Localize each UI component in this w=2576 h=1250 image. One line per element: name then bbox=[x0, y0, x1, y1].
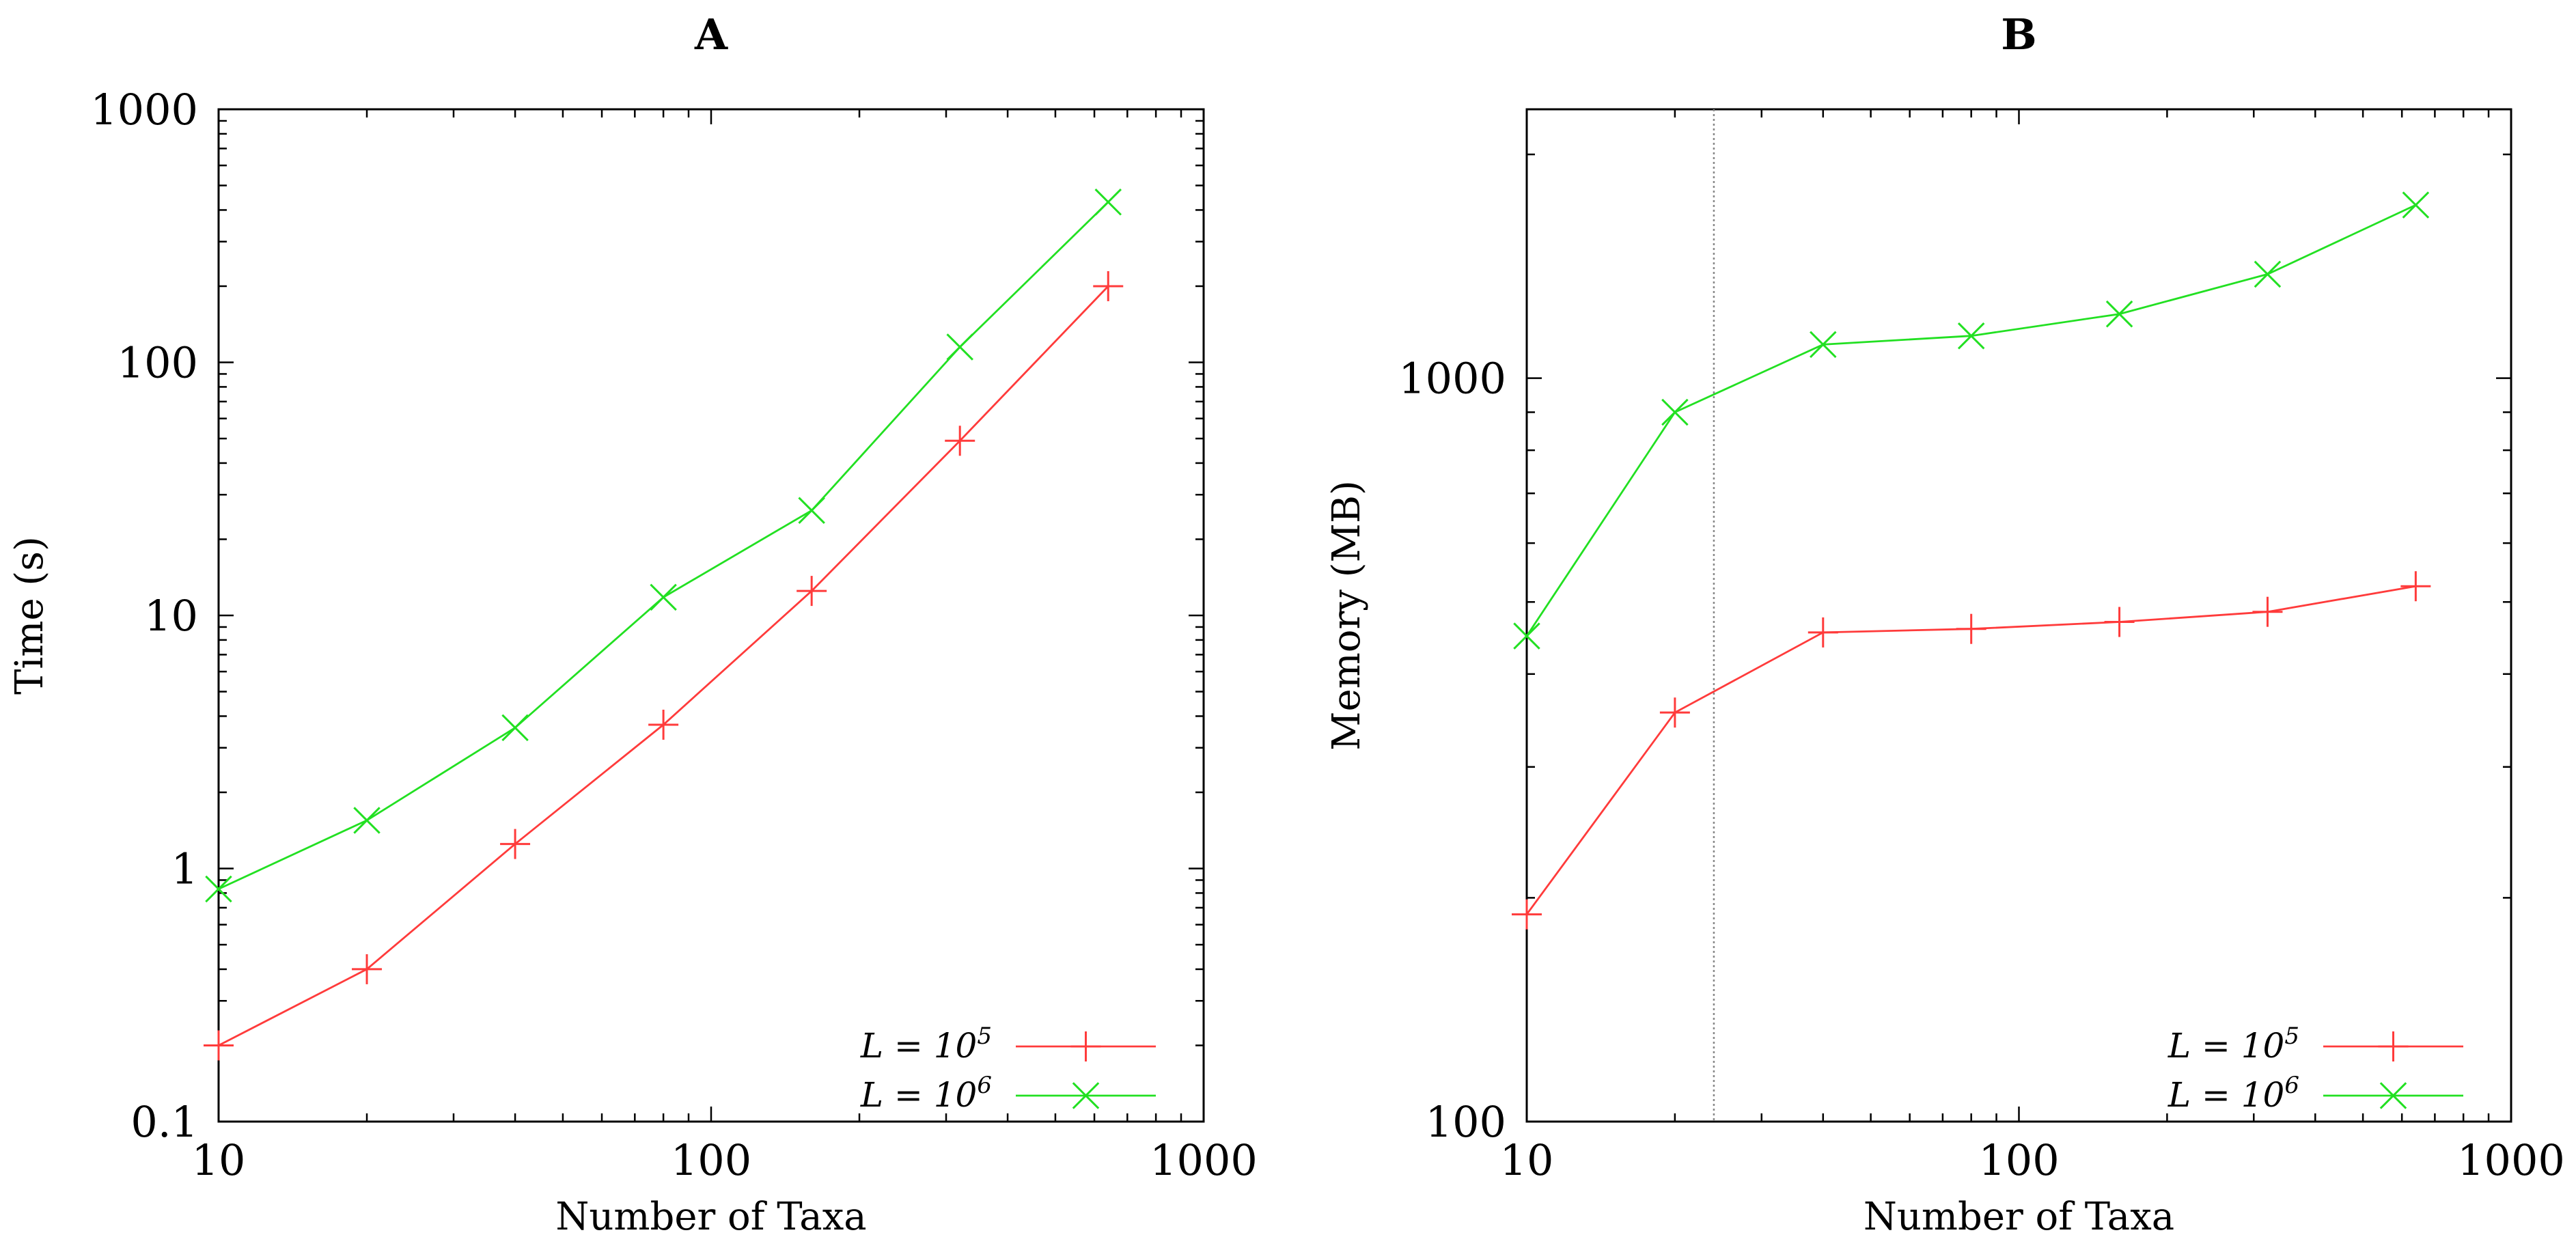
data-point bbox=[1512, 899, 1542, 930]
y-axis-label: Memory (MB) bbox=[1325, 480, 1369, 751]
data-point bbox=[650, 583, 677, 611]
data-point bbox=[1808, 617, 1838, 648]
panel-title: B bbox=[2001, 10, 2036, 59]
legend-label-exponent: 6 bbox=[977, 1072, 992, 1099]
data-point bbox=[352, 954, 383, 984]
data-point bbox=[500, 829, 531, 859]
cross-marker-b bbox=[205, 875, 232, 903]
legend-cross-marker-b bbox=[2379, 1082, 2407, 1109]
legend-label-base: L = 10 bbox=[2168, 1075, 2285, 1115]
y-tick-label: 100 bbox=[1426, 1097, 1506, 1147]
data-point bbox=[2252, 596, 2283, 627]
data-point bbox=[2105, 300, 2133, 328]
legend-label-base: L = 10 bbox=[860, 1026, 978, 1066]
x-tick-label: 1000 bbox=[1150, 1135, 1258, 1185]
y-tick-label: 100 bbox=[117, 338, 198, 388]
x-tick-label: 10 bbox=[1500, 1135, 1554, 1185]
x-tick-label: 100 bbox=[671, 1135, 751, 1185]
data-point bbox=[798, 497, 825, 525]
legend-label: L = 106 bbox=[860, 1072, 992, 1115]
data-point bbox=[1513, 622, 1540, 650]
data-point bbox=[2400, 571, 2431, 602]
data-point bbox=[1094, 189, 1122, 216]
y-tick-label: 1 bbox=[171, 844, 198, 894]
legend-label-exponent: 6 bbox=[2284, 1072, 2299, 1099]
data-point bbox=[2104, 607, 2135, 637]
cross-marker-b bbox=[2254, 260, 2282, 288]
data-point bbox=[501, 714, 529, 742]
x-axis-label: Number of Taxa bbox=[1864, 1195, 2174, 1239]
data-point bbox=[1957, 322, 1985, 350]
cross-marker-b bbox=[353, 807, 380, 834]
y-tick-label: 0.1 bbox=[130, 1097, 198, 1147]
cross-marker-b bbox=[2402, 191, 2430, 219]
data-point bbox=[946, 333, 973, 361]
cross-marker-b bbox=[1513, 622, 1540, 650]
legend-label-base: L = 10 bbox=[860, 1075, 978, 1115]
data-point bbox=[204, 1030, 234, 1061]
legend-label: L = 105 bbox=[2168, 1023, 2299, 1066]
cross-marker-b bbox=[650, 583, 677, 611]
data-point bbox=[1810, 331, 1837, 359]
x-tick-label: 1000 bbox=[2457, 1135, 2565, 1185]
y-tick-label: 1000 bbox=[1398, 354, 1506, 404]
y-tick-label: 1000 bbox=[90, 85, 198, 135]
y-axis-label: Time (s) bbox=[8, 536, 52, 695]
data-point bbox=[648, 709, 679, 740]
cross-marker-b bbox=[1810, 331, 1837, 359]
legend-label: L = 106 bbox=[2168, 1072, 2299, 1115]
data-point bbox=[2402, 191, 2430, 219]
data-point bbox=[205, 875, 232, 903]
legend-label-exponent: 5 bbox=[2284, 1023, 2299, 1050]
legend-label-base: L = 10 bbox=[2168, 1026, 2285, 1066]
data-point bbox=[2254, 260, 2282, 288]
data-point bbox=[353, 807, 380, 834]
legend-label-exponent: 5 bbox=[977, 1023, 992, 1050]
cross-marker-b bbox=[501, 714, 529, 742]
cross-marker-b bbox=[946, 333, 973, 361]
data-point bbox=[945, 426, 975, 456]
cross-marker-b bbox=[1094, 189, 1122, 216]
x-tick-label: 10 bbox=[192, 1135, 246, 1185]
x-axis-label: Number of Taxa bbox=[555, 1195, 866, 1239]
data-point bbox=[1956, 613, 1986, 644]
panel-title: A bbox=[694, 10, 728, 59]
cross-marker-b bbox=[1661, 398, 1689, 426]
data-point bbox=[1659, 697, 1690, 728]
data-point bbox=[797, 576, 827, 607]
legend-cross-marker-b bbox=[1072, 1082, 1100, 1109]
y-tick-label: 10 bbox=[144, 591, 198, 641]
cross-marker-b bbox=[798, 497, 825, 525]
cross-marker-b bbox=[2105, 300, 2133, 328]
data-point bbox=[1093, 270, 1124, 301]
panel-a-time-chart: A 10 100 1000 0.1 1 10 100 1000 Number of Taxa Tim… bbox=[8, 10, 1258, 1239]
cross-marker-b bbox=[1957, 322, 1985, 350]
x-tick-label: 100 bbox=[1978, 1135, 2059, 1185]
data-point bbox=[1661, 398, 1689, 426]
legend-label: L = 105 bbox=[860, 1023, 992, 1066]
